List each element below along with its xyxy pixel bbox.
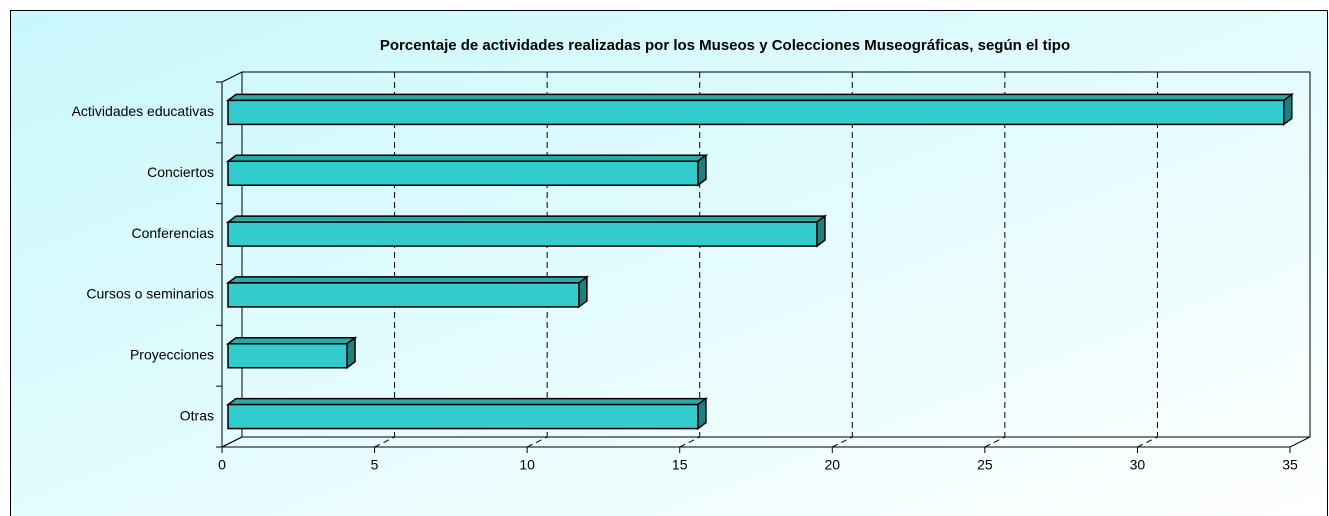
x-tick-label: 25 (977, 457, 993, 473)
bar-top (225, 397, 709, 406)
y-tick-label: Conciertos (147, 164, 214, 180)
bar-top (225, 276, 590, 284)
bar (227, 221, 818, 247)
bar-side (697, 397, 707, 431)
floor-grid-line (679, 436, 700, 448)
x-tick-label: 5 (371, 457, 379, 473)
bar-side (697, 153, 707, 187)
floor-grid-line (984, 436, 1006, 448)
bar (227, 282, 580, 308)
floor (221, 436, 1311, 448)
x-tick-label: 15 (672, 457, 688, 473)
floor-grid-line (374, 436, 395, 448)
chart-title: Porcentaje de actividades realizadas por… (380, 37, 1070, 54)
bar (227, 403, 699, 430)
x-tick-label: 20 (824, 457, 840, 473)
y-tick-label: Cursos o seminarios (86, 286, 214, 302)
floor-grid-line (526, 436, 548, 448)
y-tick-label: Conferencias (132, 225, 215, 241)
bar-top (225, 154, 709, 162)
bar-side (1283, 92, 1293, 126)
bar-top (225, 215, 828, 223)
bar-top (225, 93, 1295, 102)
bar-side (578, 275, 588, 309)
bar-top (225, 337, 358, 345)
x-tick-label: 30 (1130, 457, 1146, 473)
floor-grid-line (832, 436, 853, 448)
floor-grid-line (1137, 436, 1158, 448)
bar (227, 160, 699, 186)
bar-side (346, 336, 356, 370)
x-tick-label: 0 (218, 457, 226, 473)
bar (227, 99, 1285, 126)
x-tick-label: 35 (1282, 457, 1298, 473)
bar (227, 343, 348, 369)
y-tick-label: Otras (180, 407, 214, 423)
y-tick-label: Proyecciones (130, 346, 214, 362)
chart-area (10, 10, 1328, 516)
y-tick-label: Actividades educativas (72, 103, 214, 119)
x-tick-label: 10 (519, 457, 535, 473)
bar-side (816, 214, 826, 248)
